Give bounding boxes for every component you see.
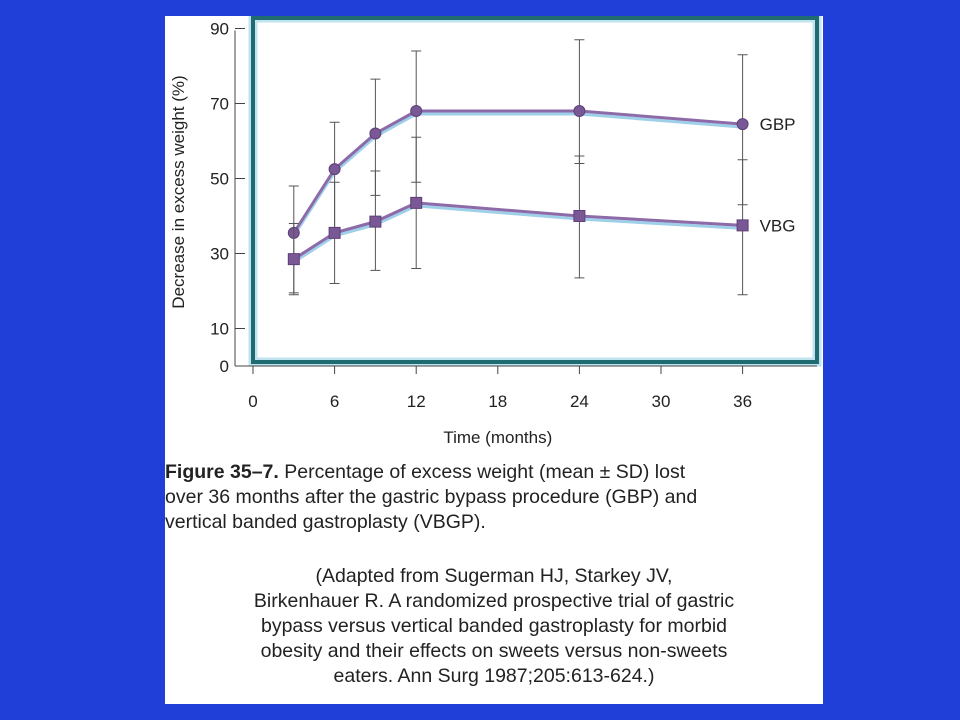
data-point-marker bbox=[736, 118, 749, 131]
caption-line-1: Figure 35–7. Percentage of excess weight… bbox=[165, 460, 823, 485]
x-tick-label: 30 bbox=[652, 392, 671, 411]
x-tick-label: 12 bbox=[407, 392, 426, 411]
x-tick-label: 6 bbox=[330, 392, 339, 411]
data-point-marker bbox=[328, 163, 341, 176]
caption-text-1: Percentage of excess weight (mean ± SD) … bbox=[278, 461, 686, 483]
source-citation: (Adapted from Sugerman HJ, Starkey JV, B… bbox=[165, 564, 823, 689]
source-line-1: (Adapted from Sugerman HJ, Starkey JV, bbox=[315, 565, 673, 587]
series-line bbox=[292, 109, 743, 234]
y-axis-title: Decrease in excess weight (%) bbox=[169, 75, 188, 308]
source-line-4: obesity and their effects on sweets vers… bbox=[260, 640, 728, 662]
series-label: VBG bbox=[760, 216, 796, 235]
data-point-marker bbox=[287, 253, 300, 266]
series-line-shadow bbox=[292, 204, 743, 264]
data-point-marker bbox=[573, 210, 586, 222]
y-tick-label: 30 bbox=[210, 245, 229, 264]
plot-area-inner-edge bbox=[248, 16, 822, 367]
data-point-marker bbox=[573, 105, 586, 117]
y-tick-label: 10 bbox=[210, 320, 229, 339]
x-tick-label: 0 bbox=[248, 392, 257, 411]
y-tick-label: 50 bbox=[210, 170, 229, 189]
data-point-marker bbox=[410, 196, 423, 209]
figure-caption: Figure 35–7. Percentage of excess weight… bbox=[165, 460, 823, 535]
figure-panel: 0 10 30 50 70 90 0 6 12 18 24 30 36 Time (months) Decr… bbox=[165, 16, 823, 704]
series-line bbox=[292, 201, 743, 261]
data-point-marker bbox=[410, 105, 423, 117]
series-label: GBP bbox=[760, 115, 796, 134]
data-point-marker bbox=[736, 219, 749, 232]
series-vbg: VBG bbox=[287, 136, 796, 296]
y-tick-label: 70 bbox=[210, 95, 229, 114]
caption-line-2: over 36 months after the gastric bypass … bbox=[165, 486, 698, 508]
y-tick-label: 0 bbox=[220, 357, 229, 376]
plot-area-border bbox=[251, 16, 819, 364]
source-line-2: Birkenhauer R. A randomized prospective … bbox=[253, 590, 735, 612]
data-point-marker bbox=[328, 226, 341, 239]
x-axis-title: Time (months) bbox=[443, 428, 552, 447]
x-tick-label: 24 bbox=[570, 392, 589, 411]
source-line-5: eaters. Ann Surg 1987;205:613-624.) bbox=[333, 665, 655, 687]
caption-line-3: vertical banded gastroplasty (VBGP). bbox=[165, 511, 486, 533]
data-point-marker bbox=[369, 215, 382, 228]
caption-figure-label: Figure 35–7. bbox=[165, 461, 279, 483]
source-line-3: bypass versus vertical banded gastroplas… bbox=[260, 615, 728, 637]
data-point-marker bbox=[369, 127, 382, 140]
y-tick-label: 90 bbox=[210, 20, 229, 39]
x-tick-label: 18 bbox=[488, 392, 507, 411]
series-line-shadow bbox=[292, 112, 743, 237]
x-tick-label: 36 bbox=[733, 392, 752, 411]
line-chart: 0 10 30 50 70 90 0 6 12 18 24 30 36 Time (months) Decr… bbox=[169, 16, 822, 447]
